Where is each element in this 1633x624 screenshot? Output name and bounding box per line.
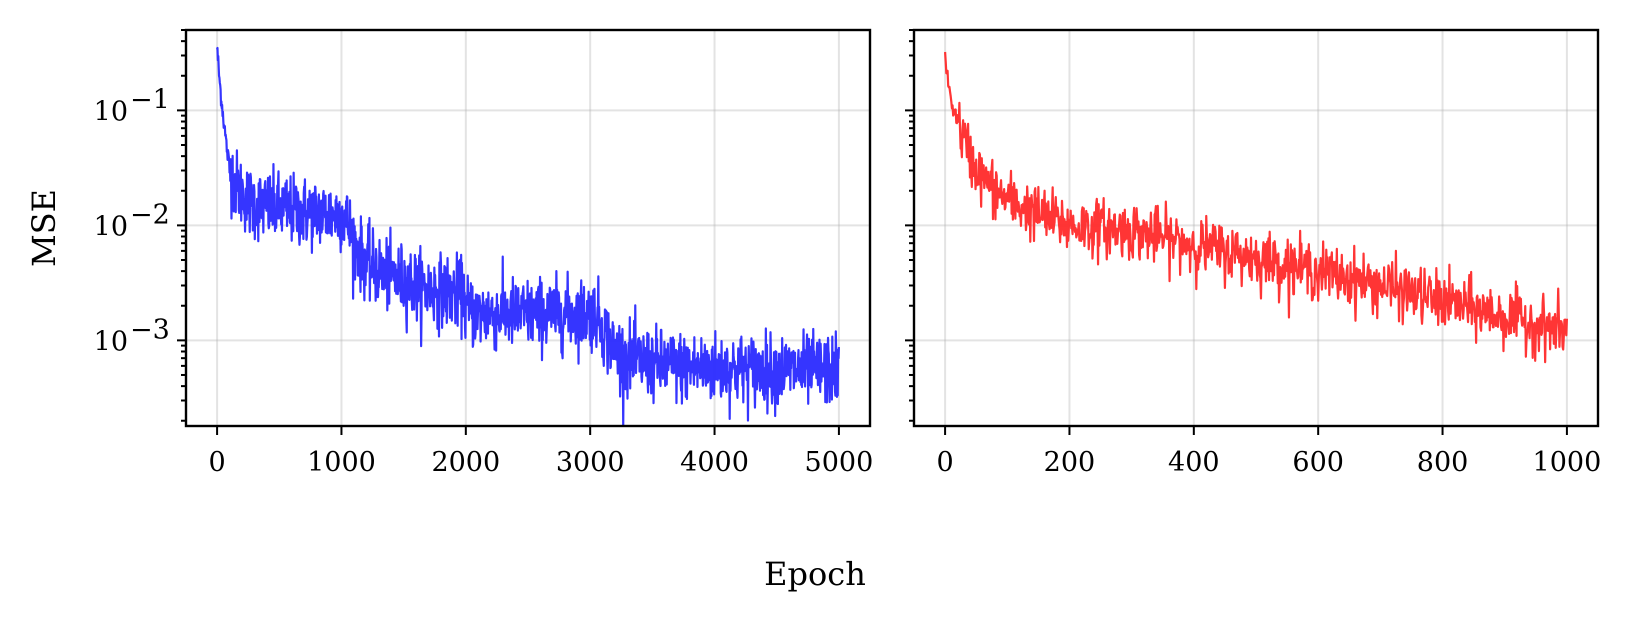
x-tick-label: 3000 [556,447,625,478]
x-tick-label: 400 [1168,447,1220,478]
x-tick-label: 0 [936,447,953,478]
x-axis-title: Epoch [764,555,866,593]
plot-frame [912,28,1600,428]
x-tick-label: 2000 [431,447,500,478]
y-tick-label: 10 [94,211,128,242]
panel-right: 0 200 400 600 800 1000 [905,28,1602,478]
x-tick-label: 1000 [1533,447,1602,478]
x-tick-label: 5000 [805,447,874,478]
y-tick-exponent: −2 [130,199,170,230]
plot-frame [184,28,872,428]
y-axis-title: MSE [25,189,63,267]
y-tick-exponent: −1 [130,84,170,115]
series-line [943,51,1569,364]
x-tick-label: 4000 [680,447,749,478]
y-tick-label: 10 [94,96,128,127]
x-tick-label: 800 [1417,447,1469,478]
x-tick-label: 0 [208,447,225,478]
y-tick-exponent: −3 [130,314,170,345]
x-tick-label: 200 [1044,447,1096,478]
y-tick-label: 10 [94,326,128,357]
x-tick-label: 1000 [307,447,376,478]
x-tick-label: 600 [1292,447,1344,478]
series-line [216,46,841,426]
